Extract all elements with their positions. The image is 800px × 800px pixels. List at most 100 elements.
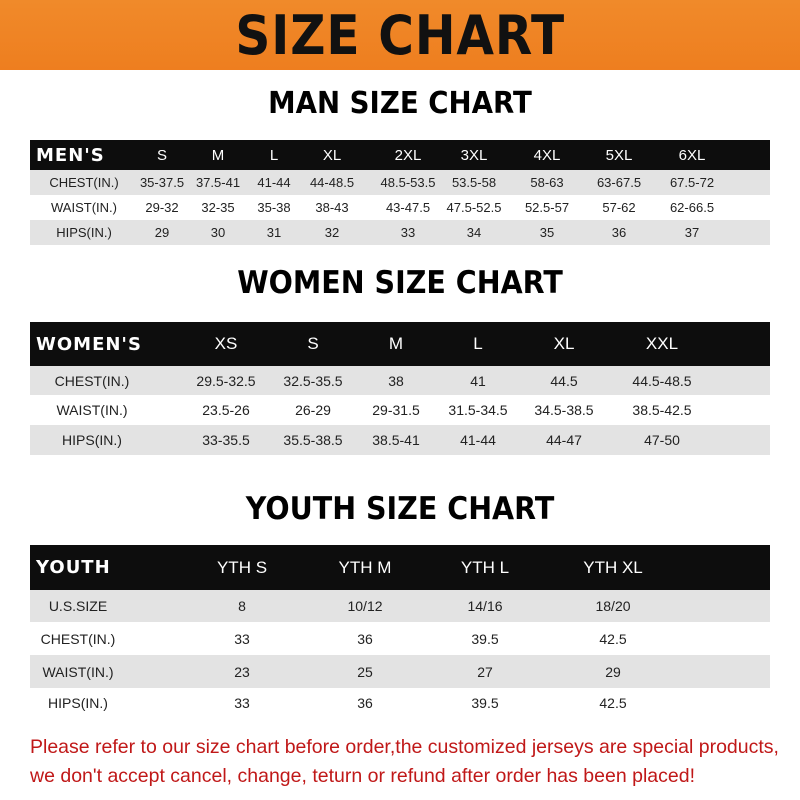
table-cell: 32-35 xyxy=(201,200,235,215)
size-column-header: XL xyxy=(553,334,575,353)
table-cell: 41 xyxy=(470,372,486,389)
table-cell: 53.5-58 xyxy=(451,175,497,190)
women-size-table: WOMEN'S XS S M L XL XXL CHEST(IN.) 29.5-32.5 32.5… xyxy=(30,322,770,456)
size-column-header: YTH XL xyxy=(583,557,643,577)
table-cell: 23 xyxy=(234,663,250,680)
table-cell: 67.5-72 xyxy=(669,175,715,190)
measurement-label: CHEST(IN.) xyxy=(49,175,119,190)
table-cell: 33 xyxy=(234,695,250,711)
size-column-header: S xyxy=(307,334,319,353)
main-title: SIZE CHART xyxy=(235,3,565,67)
size-column-header: 6XL xyxy=(678,146,706,164)
women-title: WOMEN SIZE CHART xyxy=(237,265,563,301)
table-group-label: MEN'S xyxy=(36,144,105,166)
table-cell: 35.5-38.5 xyxy=(283,432,343,448)
notice-line-1: Please refer to our size chart before or… xyxy=(30,736,779,758)
table-group-label: WOMEN'S xyxy=(36,333,142,355)
size-column-header: L xyxy=(269,146,279,164)
table-cell: 47-50 xyxy=(644,432,680,448)
table-cell: 63-67.5 xyxy=(596,175,642,190)
table-row: WAIST(IN.) 23.5-26 26-29 29-31.5 31.5-34.5 34… xyxy=(30,395,770,425)
table-cell: 27 xyxy=(477,663,493,680)
table-cell: 42.5 xyxy=(599,630,627,647)
youth-title: YOUTH SIZE CHART xyxy=(245,491,555,527)
table-cell: 35-37.5 xyxy=(139,175,185,190)
size-column-header: 5XL xyxy=(605,146,633,164)
table-cell: 38.5-42.5 xyxy=(632,402,692,418)
table-cell: 33 xyxy=(234,630,250,647)
table-cell: 25 xyxy=(357,663,373,680)
table-cell: 36 xyxy=(357,630,373,647)
size-column-header: M xyxy=(388,334,404,353)
table-cell: 44-47 xyxy=(546,432,582,448)
table-cell: 44.5 xyxy=(550,372,578,389)
table-cell: 29 xyxy=(605,663,621,680)
table-cell: 48.5-53.5 xyxy=(380,175,436,190)
table-row: CHEST(IN.) 35-37.5 37.5-41 41-44 44-48.5 48.5… xyxy=(30,170,770,195)
measurement-label: U.S.SIZE xyxy=(48,598,108,614)
youth-size-table: YOUTH YTH S YTH M YTH L YTH XL U.S.SIZE 8 10/12… xyxy=(30,545,770,718)
measurement-label: HIPS(IN.) xyxy=(56,225,112,240)
table-row: HIPS(IN.) 29 30 31 32 33 34 35 36 37 xyxy=(30,220,770,245)
table-cell: 37 xyxy=(684,225,700,240)
size-column-header: XS xyxy=(214,334,238,353)
table-cell: 41-44 xyxy=(460,432,496,448)
size-column-header: 4XL xyxy=(533,146,561,164)
table-header-row: MEN'S S M L XL 2XL 3XL 4XL 5XL 6XL xyxy=(30,140,770,170)
table-cell: 32 xyxy=(324,225,340,240)
table-cell: 36 xyxy=(611,225,627,240)
table-cell: 37.5-41 xyxy=(195,175,241,190)
table-row: HIPS(IN.) 33 36 39.5 42.5 xyxy=(30,688,770,718)
table-cell: 38-43 xyxy=(315,200,349,215)
table-cell: 14/16 xyxy=(467,598,503,614)
table-cell: 44.5-48.5 xyxy=(632,372,692,389)
men-size-table: MEN'S S M L XL 2XL 3XL 4XL 5XL 6XL CHEST(IN.) 35-37… xyxy=(30,140,770,245)
size-column-header: YTH M xyxy=(338,557,392,577)
table-cell: 34 xyxy=(466,225,482,240)
table-cell: 33-35.5 xyxy=(202,432,250,448)
table-cell: 36 xyxy=(357,695,373,711)
size-column-header: L xyxy=(473,334,483,353)
table-cell: 18/20 xyxy=(595,598,631,614)
table-cell: 52.5-57 xyxy=(524,200,570,215)
size-column-header: XL xyxy=(322,146,342,164)
table-row: CHEST(IN.) 29.5-32.5 32.5-35.5 38 41 44.5 44.5… xyxy=(30,366,770,395)
table-cell: 8 xyxy=(238,598,246,614)
measurement-label: WAIST(IN.) xyxy=(42,663,114,680)
table-cell: 44-48.5 xyxy=(309,175,355,190)
measurement-label: CHEST(IN.) xyxy=(54,372,130,389)
table-row: U.S.SIZE 8 10/12 14/16 18/20 xyxy=(30,590,770,622)
table-cell: 38.5-41 xyxy=(372,432,420,448)
table-cell: 10/12 xyxy=(347,598,383,614)
size-column-header: 3XL xyxy=(460,146,488,164)
table-cell: 57-62 xyxy=(602,200,636,215)
size-column-header: S xyxy=(156,146,168,164)
notice-line-2: we don't accept cancel, change, teturn o… xyxy=(30,765,695,787)
table-cell: 29.5-32.5 xyxy=(196,372,256,389)
table-cell: 58-63 xyxy=(530,175,564,190)
table-cell: 30 xyxy=(210,225,226,240)
table-header-row: YOUTH YTH S YTH M YTH L YTH XL xyxy=(30,545,770,590)
notice-text: Please refer to our size chart before or… xyxy=(30,733,790,791)
size-column-header: XXL xyxy=(645,334,679,353)
table-cell: 23.5-26 xyxy=(202,402,250,418)
table-cell: 41-44 xyxy=(257,175,291,190)
table-cell: 29-32 xyxy=(145,200,179,215)
table-cell: 32.5-35.5 xyxy=(283,372,343,389)
table-cell: 47.5-52.5 xyxy=(446,200,502,215)
table-cell: 39.5 xyxy=(471,695,499,711)
size-column-header: M xyxy=(211,146,225,164)
table-cell: 43-47.5 xyxy=(385,200,431,215)
table-cell: 39.5 xyxy=(471,630,499,647)
size-column-header: YTH L xyxy=(460,557,510,577)
table-cell: 31 xyxy=(266,225,282,240)
measurement-label: HIPS(IN.) xyxy=(62,432,122,448)
men-title: MAN SIZE CHART xyxy=(268,86,532,121)
measurement-label: WAIST(IN.) xyxy=(51,200,117,215)
table-cell: 29 xyxy=(154,225,170,240)
table-cell: 35-38 xyxy=(257,200,291,215)
table-row: CHEST(IN.) 33 36 39.5 42.5 xyxy=(30,622,770,655)
table-cell: 31.5-34.5 xyxy=(448,402,508,418)
table-row: WAIST(IN.) 29-32 32-35 35-38 38-43 43-47.5 47.… xyxy=(30,195,770,220)
table-row: HIPS(IN.) 33-35.5 35.5-38.5 38.5-41 41-44 44-… xyxy=(30,425,770,455)
